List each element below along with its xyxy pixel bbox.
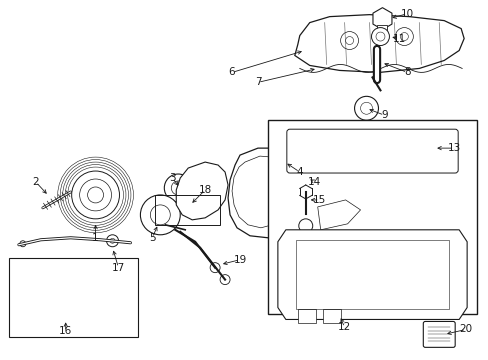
- Circle shape: [20, 241, 26, 247]
- Bar: [322, 310, 340, 323]
- Text: 3: 3: [169, 173, 175, 183]
- Text: 1: 1: [92, 233, 99, 243]
- Circle shape: [171, 181, 185, 195]
- Circle shape: [298, 219, 312, 233]
- Text: 7: 7: [254, 77, 261, 87]
- Polygon shape: [372, 8, 391, 30]
- Circle shape: [340, 32, 358, 50]
- Bar: [155, 195, 220, 225]
- Text: 2: 2: [32, 177, 39, 187]
- Circle shape: [400, 32, 407, 41]
- Polygon shape: [277, 230, 466, 319]
- Text: 9: 9: [380, 110, 387, 120]
- Text: 6: 6: [228, 67, 235, 77]
- Circle shape: [72, 171, 119, 219]
- Circle shape: [345, 37, 353, 45]
- Text: 14: 14: [307, 177, 321, 187]
- Text: 16: 16: [59, 327, 72, 336]
- Text: 5: 5: [149, 233, 155, 243]
- Text: 11: 11: [392, 33, 405, 44]
- Text: 4: 4: [296, 167, 303, 177]
- Circle shape: [354, 96, 378, 120]
- Circle shape: [220, 275, 229, 285]
- Text: 15: 15: [312, 195, 325, 205]
- Bar: [377, 24, 386, 32]
- Text: 17: 17: [112, 263, 125, 273]
- Text: 12: 12: [337, 323, 350, 332]
- Text: 20: 20: [459, 324, 472, 334]
- Polygon shape: [176, 162, 227, 220]
- Circle shape: [371, 28, 388, 45]
- Text: 10: 10: [400, 9, 413, 19]
- Circle shape: [150, 205, 170, 225]
- Circle shape: [87, 187, 103, 203]
- Circle shape: [164, 174, 192, 202]
- Circle shape: [80, 179, 111, 211]
- Text: 18: 18: [198, 185, 211, 195]
- Polygon shape: [294, 15, 463, 72]
- Bar: [297, 310, 315, 323]
- Bar: [9, 258, 138, 337]
- Text: 8: 8: [403, 67, 410, 77]
- Polygon shape: [317, 200, 360, 230]
- Circle shape: [395, 28, 412, 45]
- Bar: [267, 120, 476, 315]
- FancyBboxPatch shape: [423, 321, 454, 347]
- Circle shape: [106, 235, 118, 247]
- Circle shape: [140, 195, 180, 235]
- FancyBboxPatch shape: [286, 129, 457, 173]
- Circle shape: [360, 102, 372, 114]
- Text: 19: 19: [233, 255, 246, 265]
- Circle shape: [110, 238, 115, 243]
- Bar: [295, 240, 448, 310]
- Circle shape: [375, 32, 384, 41]
- Text: 13: 13: [447, 143, 460, 153]
- Circle shape: [210, 263, 220, 273]
